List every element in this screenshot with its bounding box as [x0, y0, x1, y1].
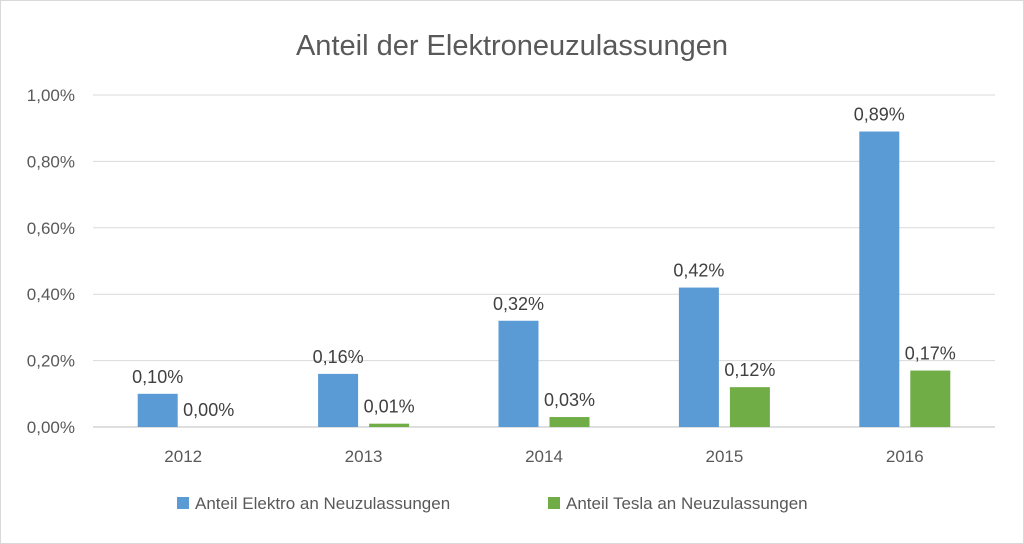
y-tick-label: 0,80%: [27, 152, 75, 171]
chart-title: Anteil der Elektroneuzulassungen: [296, 30, 728, 62]
legend-label: Anteil Elektro an Neuzulassungen: [195, 494, 450, 513]
data-label: 0,10%: [132, 367, 183, 387]
bar: [318, 373, 359, 427]
data-label: 0,03%: [544, 390, 595, 410]
bar: [859, 131, 900, 427]
data-label: 0,17%: [905, 344, 956, 364]
legend: Anteil Elektro an Neuzulassungen Anteil T…: [177, 494, 808, 513]
legend-swatch: [548, 497, 560, 509]
bar: [678, 287, 719, 427]
bar: [498, 320, 539, 427]
y-tick-label: 0,20%: [27, 352, 75, 371]
y-tick-label: 0,00%: [27, 418, 75, 437]
data-label: 0,32%: [493, 294, 544, 314]
bar: [369, 423, 410, 427]
y-tick-label: 0,60%: [27, 219, 75, 238]
data-label: 0,12%: [724, 360, 775, 380]
data-label: 0,89%: [854, 105, 905, 125]
y-tick-label: 0,40%: [27, 285, 75, 304]
x-tick-label: 2012: [164, 447, 202, 466]
data-label: 0,16%: [313, 347, 364, 367]
data-label: 0,00%: [183, 400, 234, 420]
data-label: 0,42%: [673, 261, 724, 281]
y-axis-ticks: 0,00% 0,20% 0,40% 0,60% 0,80% 1,00%: [27, 86, 75, 437]
data-label: 0,01%: [364, 397, 415, 417]
data-labels: 0,10%0,00% 0,16% 0,01% 0,32% 0,03% 0,42% 0,12%…: [132, 105, 956, 420]
bar: [910, 370, 951, 427]
gridlines: [93, 94, 995, 428]
x-tick-label: 2013: [345, 447, 383, 466]
x-tick-label: 2016: [886, 447, 924, 466]
bar: [729, 387, 770, 427]
x-axis-ticks: 2012 2013 2014 2015 2016: [164, 447, 923, 466]
y-tick-label: 1,00%: [27, 86, 75, 105]
bars: [137, 131, 951, 427]
bar: [549, 417, 590, 427]
bar: [137, 393, 178, 427]
x-tick-label: 2015: [705, 447, 743, 466]
x-tick-label: 2014: [525, 447, 563, 466]
legend-swatch: [177, 497, 189, 509]
legend-label: Anteil Tesla an Neuzulassungen: [566, 494, 808, 513]
